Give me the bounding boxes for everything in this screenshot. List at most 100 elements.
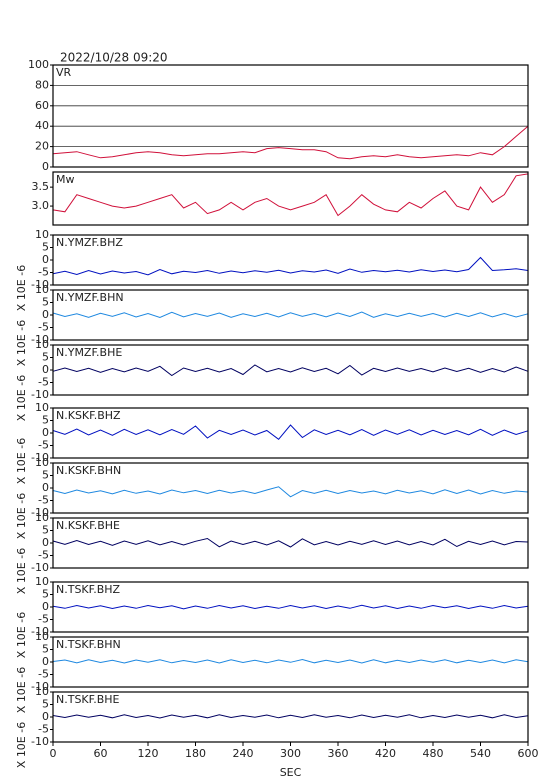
trace	[52, 364, 529, 377]
y-tick-label: -10	[31, 561, 49, 574]
panel-label: N.TSKF.BHE	[56, 693, 120, 706]
chart-title: 2022/10/28 09:20	[60, 51, 168, 65]
y-tick-label: 10	[35, 401, 49, 414]
trace	[52, 311, 529, 319]
trace	[52, 604, 529, 610]
trace	[52, 173, 529, 217]
panel-label: N.YMZF.BHE	[56, 346, 122, 359]
y-tick-label: 5	[42, 351, 49, 364]
y-tick-label: -10	[31, 735, 49, 748]
y-tick-label: 0	[42, 536, 49, 549]
y-tick-label: 10	[35, 511, 49, 524]
panel-label: N.YMZF.BHZ	[56, 236, 123, 249]
y-tick-label: -5	[38, 439, 49, 452]
y-axis-label: X 10E -6	[15, 722, 28, 768]
y-tick-label: -10	[31, 278, 49, 291]
trace	[52, 658, 529, 664]
y-tick-label: -5	[38, 494, 49, 507]
panel-label: N.YMZF.BHN	[56, 291, 124, 304]
y-tick-label: 0	[42, 363, 49, 376]
y-tick-label: -5	[38, 321, 49, 334]
y-tick-label: -10	[31, 388, 49, 401]
x-tick-label: 600	[518, 747, 539, 760]
panel-label: N.KSKF.BHE	[56, 519, 120, 532]
x-tick-label: 360	[328, 747, 349, 760]
y-tick-label: 10	[35, 685, 49, 698]
panel-frame	[52, 517, 529, 569]
trace	[52, 486, 529, 498]
y-tick-label: 10	[35, 575, 49, 588]
y-tick-label: 5	[42, 241, 49, 254]
trace	[52, 714, 529, 719]
y-tick-label: 20	[35, 140, 49, 153]
trace	[52, 537, 529, 548]
y-tick-label: 80	[35, 78, 49, 91]
y-tick-label: 0	[42, 308, 49, 321]
y-tick-label: -5	[38, 549, 49, 562]
y-axis-label: X 10E -6	[15, 667, 28, 713]
panel-label: N.TSKF.BHZ	[56, 583, 121, 596]
x-tick-label: 540	[470, 747, 491, 760]
y-axis-label: X 10E -6	[15, 375, 28, 421]
x-tick-label: 240	[233, 747, 254, 760]
panel-label: N.TSKF.BHN	[56, 638, 121, 651]
x-tick-label: 480	[423, 747, 444, 760]
y-tick-label: 60	[35, 99, 49, 112]
y-tick-label: 5	[42, 588, 49, 601]
y-tick-label: 40	[35, 119, 49, 132]
y-tick-label: -10	[31, 333, 49, 346]
y-tick-label: 10	[35, 630, 49, 643]
y-tick-label: 5	[42, 524, 49, 537]
y-tick-label: -10	[31, 625, 49, 638]
y-tick-label: 10	[35, 338, 49, 351]
panel-frame	[52, 407, 529, 459]
y-tick-label: 0	[42, 655, 49, 668]
y-axis-label: X 10E -6	[15, 548, 28, 594]
y-tick-label: -5	[38, 723, 49, 736]
y-tick-label: 0	[42, 600, 49, 613]
x-tick-label: 60	[94, 747, 108, 760]
trace	[52, 424, 529, 440]
panel-frame	[52, 289, 529, 341]
y-tick-label: 0	[42, 426, 49, 439]
y-tick-label: -10	[31, 451, 49, 464]
y-tick-label: -10	[31, 506, 49, 519]
y-tick-label: 10	[35, 456, 49, 469]
panel-frame	[52, 64, 529, 168]
y-axis-label: X 10E -6	[15, 493, 28, 539]
panel-frame	[52, 691, 529, 743]
y-axis-label: X 10E -6	[15, 438, 28, 484]
y-tick-label: 3.5	[32, 180, 50, 193]
x-tick-label: 420	[375, 747, 396, 760]
y-tick-label: -5	[38, 266, 49, 279]
x-tick-label: 180	[185, 747, 206, 760]
panel-label: VR	[56, 66, 72, 79]
panel-frame	[52, 581, 529, 633]
y-tick-label: -5	[38, 376, 49, 389]
y-tick-label: 5	[42, 469, 49, 482]
y-tick-label: 0	[42, 481, 49, 494]
y-axis-label: X 10E -6	[15, 265, 28, 311]
panel-label: Mw	[56, 173, 75, 186]
y-tick-label: 100	[28, 58, 49, 71]
y-tick-label: 3.0	[32, 199, 50, 212]
y-tick-label: 5	[42, 414, 49, 427]
panel-label: N.KSKF.BHN	[56, 464, 121, 477]
x-tick-label: 120	[138, 747, 159, 760]
panel-label: N.KSKF.BHZ	[56, 409, 121, 422]
y-tick-label: 5	[42, 698, 49, 711]
y-axis-label: X 10E -6	[15, 320, 28, 366]
y-tick-label: 0	[42, 160, 49, 173]
panel-frame	[52, 344, 529, 396]
panel-frame	[52, 171, 529, 226]
y-tick-label: 5	[42, 643, 49, 656]
y-tick-label: 0	[42, 710, 49, 723]
panel-frame	[52, 462, 529, 514]
y-tick-label: -5	[38, 613, 49, 626]
x-tick-label: 300	[280, 747, 301, 760]
y-tick-label: 5	[42, 296, 49, 309]
y-axis-label: X 10E -6	[15, 612, 28, 658]
y-tick-label: 0	[42, 253, 49, 266]
y-tick-label: 10	[35, 228, 49, 241]
